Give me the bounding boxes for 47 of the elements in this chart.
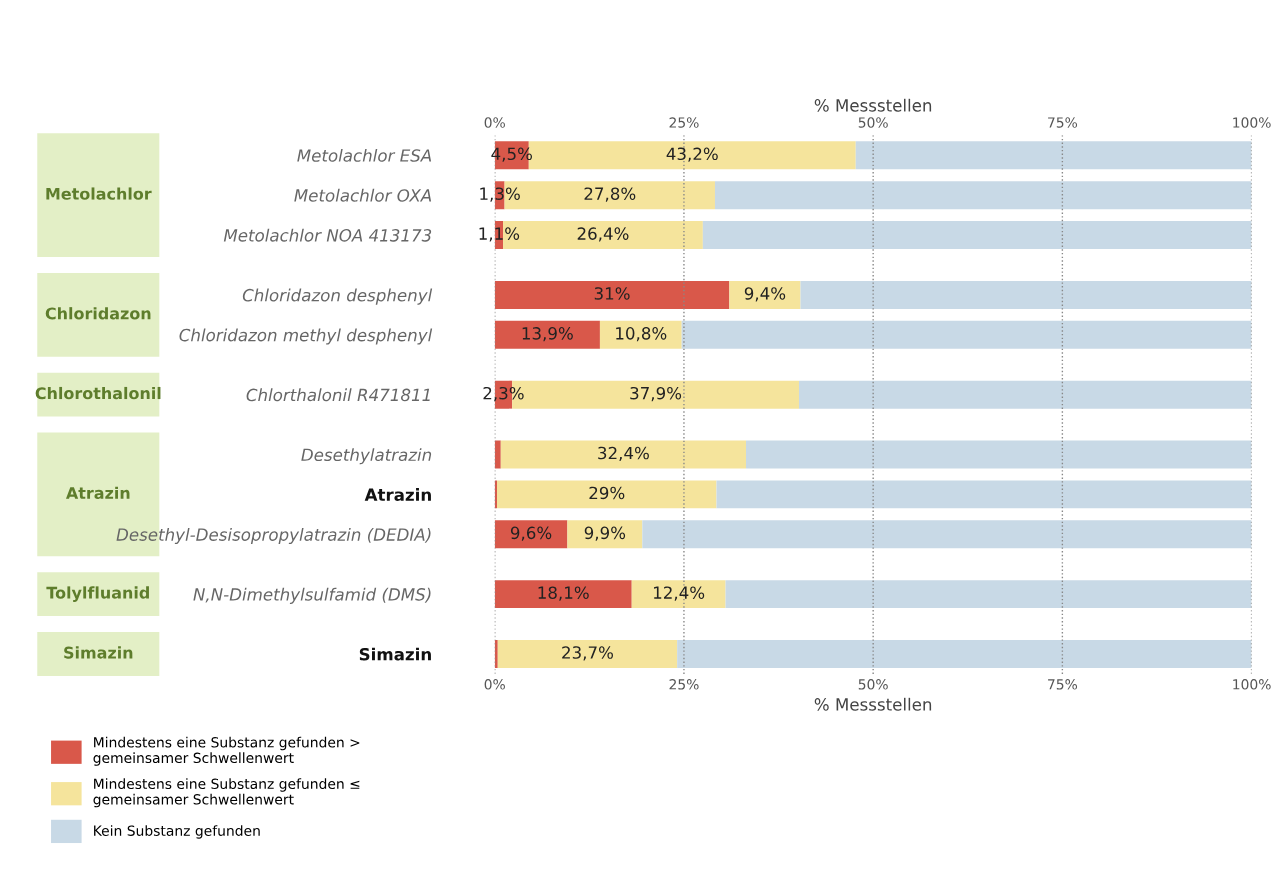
data-label: 10,8% (616, 327, 667, 342)
x2-tick-label: 75% (1048, 679, 1078, 690)
data-label: 31% (594, 287, 630, 300)
data-label: 12,4% (654, 586, 705, 601)
data-label: 27,8% (584, 187, 636, 202)
text: Tolylfluanid (46, 586, 149, 602)
y-tick-label: Atrazin (364, 488, 431, 501)
x2-axis-title: % Messstellen (814, 98, 932, 112)
data-label: 9,9% (584, 526, 626, 541)
legend-label: Mindestens eine Substanz gefunden ≤ gemeinsamer Schwellenwert (93, 778, 360, 808)
y-tick-label: Metolachlor ESA (297, 148, 432, 162)
x2-tick-label: 100% (1233, 679, 1271, 690)
y-tick-label: Desethylatrazin (301, 448, 432, 465)
y-tick-label: N,N-Dimethylsulfamid (DMS) (193, 587, 431, 604)
y-tick-label: Metolachlor OXA (294, 188, 432, 202)
data-label: 9,6% (510, 526, 552, 541)
y-tick-label: Simazin (359, 647, 431, 661)
x-axis-title: % Messstellen (814, 697, 932, 711)
data-label: 26,4% (577, 227, 629, 242)
data-label: 9,4% (744, 287, 786, 302)
data-label: 13,9% (522, 327, 573, 342)
y-tick-label: Metolachlor NOA 413173 (223, 228, 432, 242)
legend-label: Kein Substanz gefunden (94, 825, 260, 839)
x-tick-label: 25% (669, 117, 699, 128)
text: Metolachlor (46, 187, 152, 200)
x2-tick-label: 0% (484, 679, 505, 690)
data-label: 43,2% (666, 147, 718, 162)
data-label: 29% (589, 486, 625, 500)
y-tick-label: Chloridazon methyl desphenyl (179, 328, 433, 345)
data-label: 32,4% (598, 446, 649, 462)
y-tick-label: Chlorthalonil R471811 (246, 388, 430, 402)
data-label: 23,7% (562, 646, 613, 661)
x-tick-label: 75% (1048, 117, 1078, 128)
text: Atrazin (65, 486, 130, 500)
x2-tick-label: 25% (669, 679, 699, 690)
x-tick-label: 100% (1233, 117, 1271, 128)
y-tick-label: Desethyl-Desisopropylatrazin (DEDIA) (116, 527, 431, 545)
data-label: 18,1% (538, 586, 589, 601)
text: Chloridazon (45, 307, 151, 320)
x-tick-label: 50% (858, 117, 888, 128)
data-label: 37,9% (630, 386, 682, 402)
text: Chlorothalonil (35, 386, 161, 400)
x2-tick-label: 50% (858, 679, 888, 690)
y-tick-label: Chloridazon desphenyl (242, 288, 433, 305)
x-tick-label: 0% (484, 117, 505, 128)
legend-label: Mindestens eine Substanz gefunden > gemeinsamer Schwellenwert (93, 736, 360, 766)
text: Simazin (64, 646, 133, 659)
